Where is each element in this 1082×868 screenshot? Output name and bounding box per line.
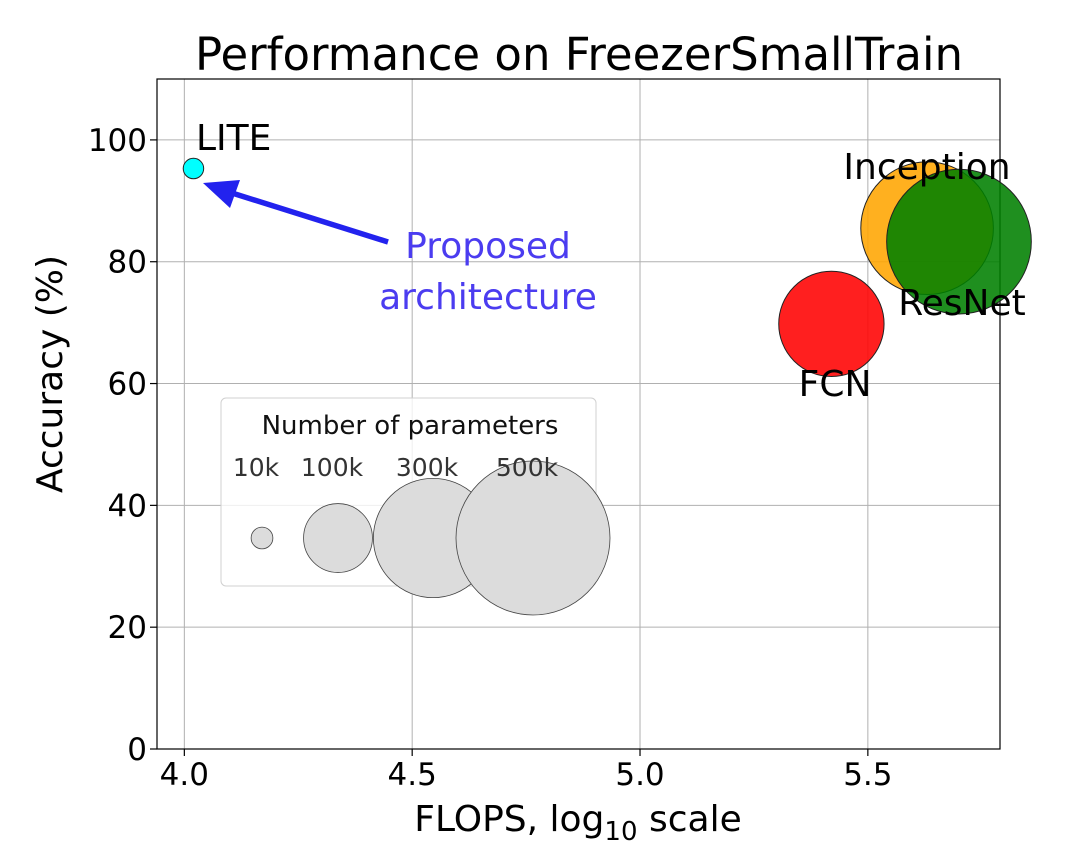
y-axis-label: Accuracy (%) xyxy=(30,255,71,493)
y-tick-label: 80 xyxy=(108,245,147,281)
size-legend-label: 500k xyxy=(496,453,559,482)
data-point-lite xyxy=(182,157,205,180)
size-legend: Number of parameters 10k 100k 300k 500k xyxy=(220,397,611,616)
point-label-inception: Inception xyxy=(843,147,1010,188)
size-legend-marker xyxy=(250,526,274,550)
axis-ticks: 4.0 4.5 5.0 5.5 0 20 40 60 80 100 xyxy=(88,123,893,793)
x-axis-label: FLOPS, log10 scale xyxy=(414,799,741,847)
point-label-lite: LITE xyxy=(196,118,271,159)
annotation-line-2: architecture xyxy=(379,277,597,318)
size-legend-marker xyxy=(303,503,373,573)
size-legend-label: 100k xyxy=(301,453,364,482)
annotation-line-1: Proposed xyxy=(405,226,571,267)
annotation-arrow-shaft xyxy=(231,190,389,245)
x-axis-label-tail: scale xyxy=(638,799,742,840)
x-tick-label: 4.0 xyxy=(160,757,209,793)
size-legend-label: 10k xyxy=(233,453,280,482)
annotation-arrowhead xyxy=(203,180,240,208)
y-tick-label: 40 xyxy=(108,488,147,524)
plot-frame xyxy=(156,78,1001,750)
point-label-resnet: ResNet xyxy=(898,283,1026,324)
size-legend-entries: 10k 100k 300k 500k xyxy=(233,453,611,616)
y-tick-label: 0 xyxy=(127,732,147,768)
x-tick-label: 5.0 xyxy=(615,757,664,793)
size-legend-title: Number of parameters xyxy=(262,411,559,441)
data-point-resnet xyxy=(886,168,1032,315)
size-legend-label: 300k xyxy=(396,453,459,482)
chart-title: Performance on FreezerSmallTrain xyxy=(195,28,963,81)
x-tick-label: 5.5 xyxy=(843,757,892,793)
size-legend-marker xyxy=(455,460,611,616)
x-tick-label: 4.5 xyxy=(388,757,437,793)
y-tick-label: 100 xyxy=(88,123,147,159)
y-tick-label: 60 xyxy=(108,367,147,403)
data-points xyxy=(182,157,1032,378)
point-label-fcn: FCN xyxy=(799,364,872,405)
x-axis-label-subscript: 10 xyxy=(604,817,637,847)
y-tick-label: 20 xyxy=(108,610,147,646)
annotation: Proposed architecture xyxy=(203,180,597,318)
x-axis-label-main: FLOPS, log xyxy=(414,799,604,840)
data-point-fcn xyxy=(778,270,885,378)
